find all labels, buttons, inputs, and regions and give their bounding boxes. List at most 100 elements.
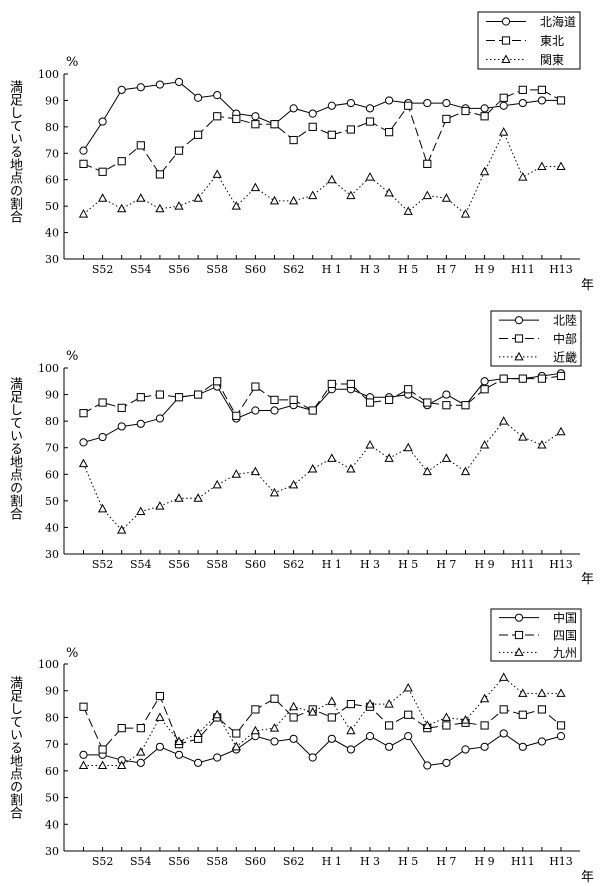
data-point xyxy=(365,732,375,741)
data-point xyxy=(231,469,241,478)
legend-marker xyxy=(514,334,524,343)
data-point xyxy=(518,710,527,719)
data-point xyxy=(442,390,451,399)
data-point xyxy=(537,161,547,170)
data-point xyxy=(556,426,566,436)
data-point xyxy=(250,725,261,735)
data-point xyxy=(136,393,145,402)
data-point xyxy=(479,166,490,176)
data-point xyxy=(117,157,126,166)
x-tick-label: S52 xyxy=(92,263,114,276)
data-point xyxy=(117,85,126,94)
y-tick-label: 90 xyxy=(45,685,59,698)
chart-panel-1: % 満足している地点の割合 年 30 40 50 60 70 80 90 100 S52 S54 S… xyxy=(0,0,600,293)
y-tick-label: 80 xyxy=(45,121,59,134)
data-point xyxy=(499,93,508,102)
data-point xyxy=(155,203,165,213)
data-point xyxy=(194,93,203,102)
x-tick-label: H 1 xyxy=(322,558,342,571)
y-tick-label: 60 xyxy=(45,174,59,187)
data-point xyxy=(155,742,164,751)
data-point xyxy=(98,432,107,442)
data-point xyxy=(327,174,337,184)
legend-marker xyxy=(501,36,511,45)
data-point xyxy=(480,721,489,730)
data-point xyxy=(480,377,489,386)
data-point xyxy=(327,101,336,110)
data-point xyxy=(499,374,508,383)
chart-3-svg: 30 40 50 60 70 80 90 100 S52 S54 S56 S58 S60 S62 H 1 H … xyxy=(38,608,582,868)
x-unit: 年 xyxy=(581,572,595,587)
data-point xyxy=(499,705,508,714)
y-unit: % xyxy=(66,646,79,661)
legend-label: 北陸 xyxy=(553,314,577,328)
x-tick-label: H 9 xyxy=(475,855,495,868)
x-tick-label: S54 xyxy=(130,558,152,571)
data-point xyxy=(269,723,280,732)
data-point xyxy=(78,760,89,770)
x-tick-label: S56 xyxy=(168,855,190,868)
y-tick-label: 90 xyxy=(45,389,59,402)
data-point xyxy=(479,440,490,449)
data-point xyxy=(327,696,337,705)
data-point xyxy=(423,761,432,770)
data-point xyxy=(442,401,451,410)
data-point xyxy=(403,206,413,215)
data-point xyxy=(442,758,451,767)
series-1 xyxy=(79,77,566,155)
x-tick-label: H 5 xyxy=(398,558,418,571)
data-point xyxy=(480,742,489,751)
x-tick-label: H13 xyxy=(549,263,573,276)
data-point xyxy=(117,403,126,412)
data-point xyxy=(79,159,88,168)
data-point xyxy=(385,395,394,404)
data-point xyxy=(270,737,279,746)
data-point xyxy=(365,104,375,113)
data-point xyxy=(251,120,260,129)
data-point xyxy=(308,753,317,762)
data-point xyxy=(155,170,165,179)
y-tick-label: 30 xyxy=(45,845,59,858)
data-point xyxy=(346,745,355,754)
data-point xyxy=(499,672,509,681)
data-point xyxy=(365,440,375,449)
y-tick-label: 70 xyxy=(45,147,59,160)
data-point xyxy=(174,493,184,502)
data-point xyxy=(213,377,222,386)
data-point xyxy=(385,742,394,751)
data-point xyxy=(174,201,184,210)
legend-marker xyxy=(514,613,524,622)
data-point xyxy=(270,694,279,703)
x-tick-label: H11 xyxy=(511,558,535,571)
y-axis-label: 満足している地点の割合 xyxy=(7,676,22,819)
x-tick-label: H 3 xyxy=(360,558,380,571)
legend-marker xyxy=(501,17,511,26)
data-point xyxy=(327,130,336,139)
y-tick-label: 30 xyxy=(45,548,59,561)
data-point xyxy=(232,411,241,420)
series-2 xyxy=(79,691,566,754)
legend-label: 東北 xyxy=(540,34,564,48)
series-1 xyxy=(79,729,566,770)
data-point xyxy=(537,705,546,714)
data-point xyxy=(404,385,413,394)
data-point xyxy=(346,98,355,108)
data-point xyxy=(212,709,222,719)
data-point xyxy=(136,419,145,428)
data-point xyxy=(155,712,165,721)
legend-label: 四国 xyxy=(553,629,577,643)
series-line xyxy=(83,81,561,151)
y-tick-label: 80 xyxy=(45,711,59,724)
series-line xyxy=(83,372,562,443)
x-tick-label: S60 xyxy=(245,558,267,571)
legend-label: 近畿 xyxy=(553,350,577,364)
data-point xyxy=(346,125,355,134)
data-point xyxy=(79,702,88,711)
data-point xyxy=(327,453,337,462)
data-point xyxy=(385,96,394,105)
data-point xyxy=(480,385,489,394)
data-point xyxy=(98,745,107,754)
y-tick-label: 50 xyxy=(45,792,59,805)
x-tick-label: S56 xyxy=(168,263,190,276)
data-point xyxy=(288,479,299,489)
